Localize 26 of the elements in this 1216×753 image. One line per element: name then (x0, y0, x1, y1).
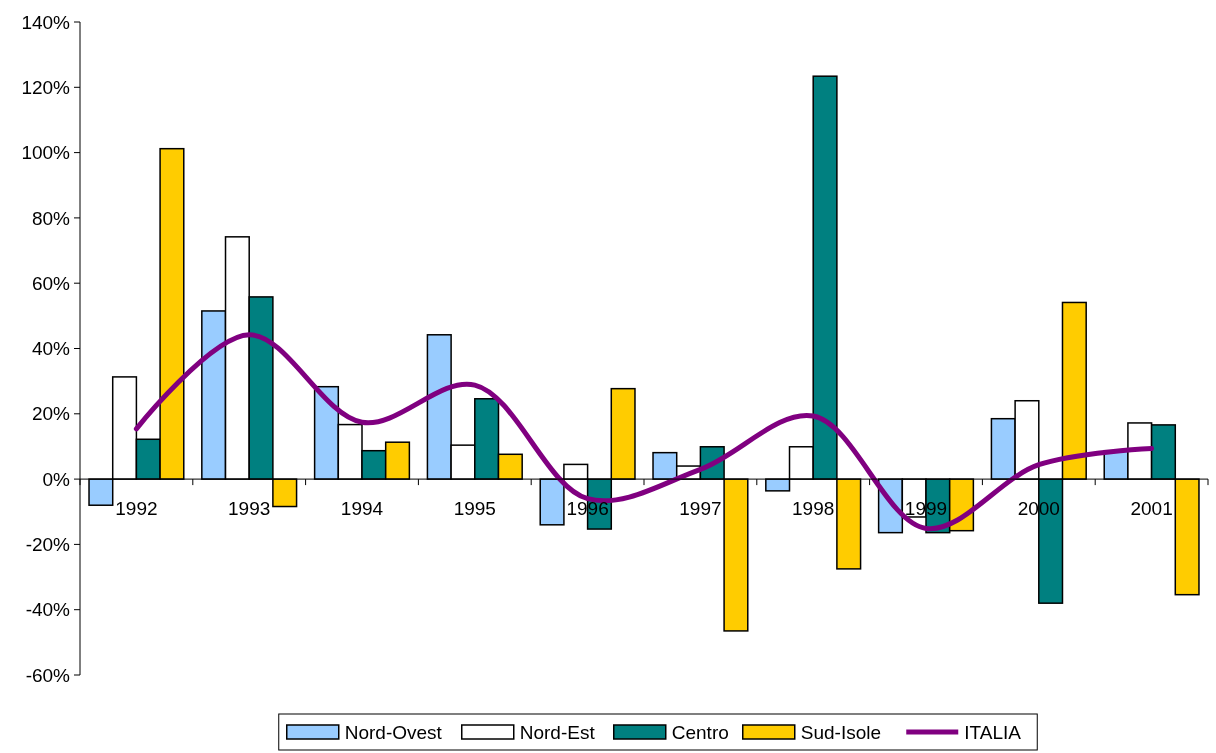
y-tick-label: -20% (25, 534, 71, 556)
y-tick-label: 120% (21, 76, 71, 98)
y-tick-label: 0% (42, 468, 71, 490)
y-tick-label: 80% (31, 207, 71, 229)
y-tick-label: 20% (31, 403, 71, 425)
y-tick-label: 140% (21, 11, 71, 33)
x-tick-label: 1999 (904, 498, 948, 520)
legend-label: Nord-Ovest (344, 721, 443, 743)
y-tick-label: 40% (31, 338, 71, 360)
x-tick-label: 1994 (340, 498, 384, 520)
x-tick-label: 1993 (228, 498, 271, 520)
y-tick-label: 100% (21, 142, 71, 164)
legend-label: Centro (671, 721, 729, 743)
x-tick-label: 1995 (453, 498, 496, 520)
x-tick-label: 2001 (1130, 498, 1173, 520)
y-tick-label: -60% (25, 664, 71, 686)
x-tick-label: 1998 (792, 498, 835, 520)
legend-label: Nord-Est (519, 721, 596, 743)
x-tick-label: 1997 (679, 498, 722, 520)
legend-label: ITALIA (964, 721, 1022, 743)
y-tick-label: -40% (25, 599, 71, 621)
x-tick-label: 2000 (1017, 498, 1060, 520)
legend-label: Sud-Isole (800, 721, 882, 743)
y-tick-label: 60% (31, 272, 71, 294)
x-tick-label: 1996 (566, 498, 609, 520)
x-tick-label: 1992 (115, 498, 158, 520)
